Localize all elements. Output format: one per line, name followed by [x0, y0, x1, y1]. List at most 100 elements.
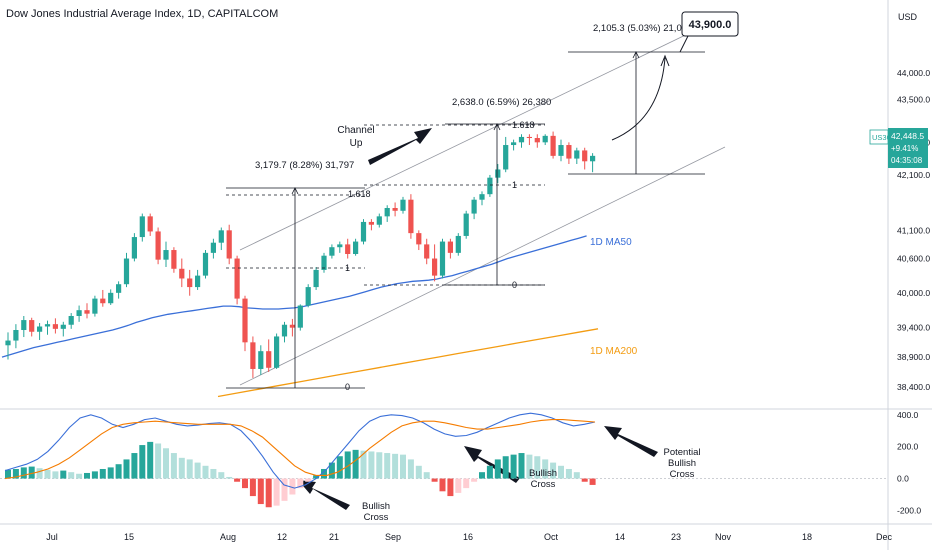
macd-histogram-bar: [91, 471, 98, 479]
price-tick-label: 44,000.0: [897, 68, 930, 78]
macd-histogram-bar: [321, 468, 327, 479]
candle-body: [463, 213, 469, 236]
price-tick-label: 40,000.0: [897, 288, 930, 298]
ma50-label: 1D MA50: [590, 237, 632, 248]
candle-body: [329, 247, 335, 256]
candle-body: [44, 324, 51, 327]
price-tick-label: 43,500.0: [897, 95, 930, 105]
candle-body: [179, 268, 185, 279]
macd-histogram-bar: [573, 472, 580, 479]
time-tick-label: 12: [277, 532, 287, 542]
ma200-line: [217, 328, 599, 398]
candle-body: [416, 233, 422, 245]
candle-body: [218, 230, 224, 243]
macd-histogram-bar: [471, 478, 478, 482]
channel-up-arrow: [368, 128, 432, 165]
macd-histogram-bar: [376, 452, 383, 479]
macd-histogram-bar: [68, 472, 75, 479]
candle-body: [21, 320, 27, 331]
candle-body: [503, 145, 509, 170]
candle-body: [439, 241, 446, 276]
macd-histogram-bar: [115, 464, 122, 479]
macd-histogram-bar: [589, 478, 596, 485]
candle-body: [392, 208, 398, 211]
time-tick-label: Dec: [876, 532, 893, 542]
candle-body: [163, 250, 169, 260]
macd-histogram-bar: [463, 478, 470, 489]
candle-body: [574, 150, 580, 159]
candle-body: [432, 258, 438, 276]
macd-histogram-bar: [558, 465, 564, 479]
macd-histogram-bar: [526, 454, 533, 479]
price-tag-value: 42,448.5: [891, 131, 924, 141]
candle-body: [5, 340, 11, 346]
macd-histogram-bar: [407, 459, 414, 479]
macd-histogram-bar: [123, 459, 130, 479]
symbol-tag-text: US30: [872, 133, 891, 142]
candle-body: [266, 351, 272, 368]
measure-label-c: 2,105.3 (5.03%) 21,053: [593, 23, 692, 34]
candle-body: [526, 136, 532, 139]
candle-body: [558, 145, 564, 156]
candle-body: [116, 284, 122, 293]
macd-histogram-bar: [384, 453, 391, 479]
macd-histogram-bar: [218, 472, 225, 479]
macd-histogram-bar: [305, 478, 312, 482]
candle-body: [84, 310, 90, 314]
candle-body: [408, 199, 414, 234]
macd-histogram-bar: [297, 478, 304, 489]
candle-body: [155, 231, 161, 260]
candle-body: [447, 241, 453, 253]
channel-label-line2: Up: [350, 138, 363, 149]
target-callout-pointer: [679, 35, 689, 53]
candle-body: [68, 315, 74, 325]
macd-histogram-bar: [550, 462, 557, 479]
macd-histogram-bar: [234, 478, 241, 482]
macd-histogram-bar: [242, 478, 248, 489]
channel-upper-line: [239, 27, 701, 251]
candle-body: [187, 278, 193, 288]
macd-histogram-bar: [392, 453, 399, 479]
candle-body: [353, 241, 359, 254]
macd-label-3-line1: Potential: [664, 447, 701, 458]
candle-body: [487, 177, 493, 195]
macd-histogram-bar: [447, 478, 454, 497]
macd-histogram-bar: [12, 468, 19, 479]
candle-body: [337, 244, 343, 248]
channel-label-line1: Channel: [337, 125, 374, 136]
candle-body: [13, 330, 19, 341]
macd-arrow-1: [298, 480, 350, 510]
macd-histogram-bar: [502, 456, 509, 479]
ma50-line: [1, 235, 587, 358]
macd-histogram-bar: [139, 445, 146, 479]
macd-histogram-bar: [226, 476, 233, 479]
candle-body: [195, 275, 201, 288]
price-tag-countdown: 04:35:08: [891, 156, 923, 165]
candle-body: [210, 242, 216, 253]
projection-arrow-head: [660, 54, 670, 67]
price-tick-label: 38,900.0: [897, 352, 930, 362]
time-tick-label: 18: [802, 532, 812, 542]
price-tick-label: 42,100.0: [897, 170, 930, 180]
macd-histogram-bar: [423, 472, 430, 479]
macd-histogram-bar: [328, 462, 335, 479]
measure-label-b: 2,638.0 (6.59%) 26,380: [452, 97, 551, 108]
macd-histogram-bar: [360, 450, 367, 479]
candle-body: [313, 269, 319, 288]
candle-body: [471, 199, 477, 214]
time-tick-label: Oct: [544, 532, 559, 542]
measure-label-a: 3,179.7 (8.28%) 31,797: [255, 160, 354, 171]
price-tag-box: [888, 128, 928, 168]
macd-histogram-bar: [76, 473, 83, 479]
candle-body: [289, 324, 295, 328]
fib-label-0-a: 0: [345, 382, 350, 392]
macd-histogram-bar: [84, 472, 90, 479]
candle-body: [242, 298, 248, 343]
candle-body: [511, 142, 517, 146]
candle-body: [345, 244, 351, 254]
time-tick-label: Aug: [220, 532, 236, 542]
candle-body: [234, 258, 240, 299]
macd-histogram-bar: [194, 462, 201, 479]
macd-histogram-bar: [400, 454, 406, 479]
